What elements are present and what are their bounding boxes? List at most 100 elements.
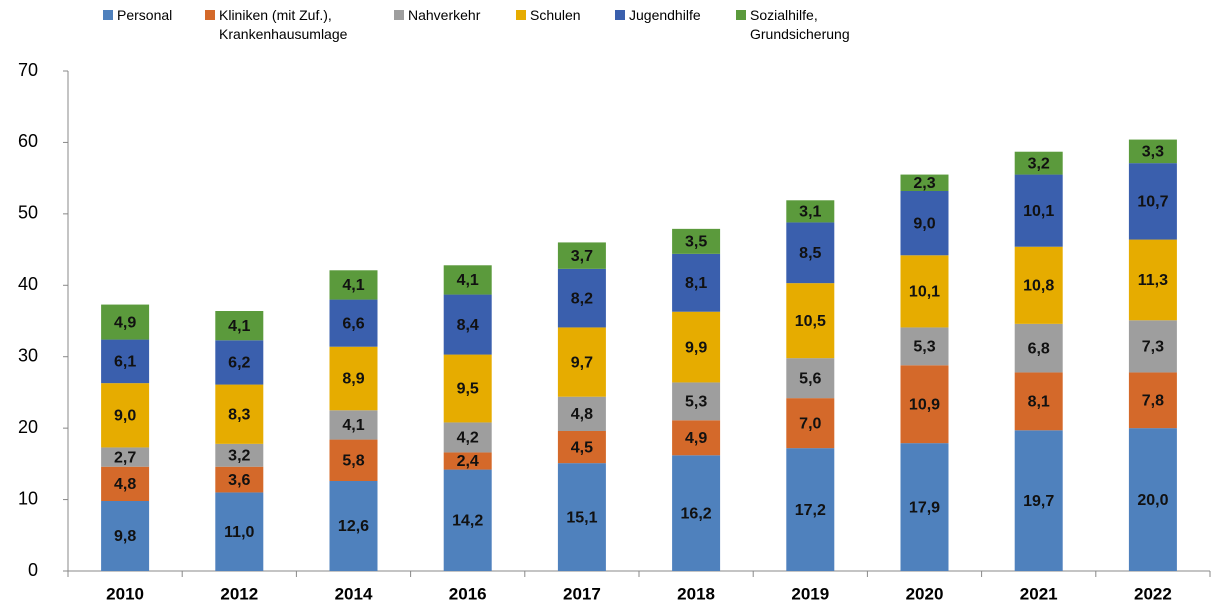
legend-label: Sozialhilfe, Grundsicherung: [750, 7, 850, 42]
legend-label: Jugendhilfe: [629, 7, 701, 23]
bar-segment: [215, 466, 264, 493]
x-tick-label: 2022: [1134, 584, 1172, 603]
value-label: 3,1: [799, 204, 821, 221]
bar-segment: [786, 200, 835, 223]
bar-segment: [329, 481, 378, 571]
value-label: 11,3: [1138, 272, 1168, 289]
value-label: 3,3: [1142, 144, 1164, 161]
value-label: 9,8: [114, 528, 136, 545]
bar-segment: [557, 242, 606, 269]
bar-segment: [557, 268, 606, 328]
value-label: 10,5: [795, 313, 826, 330]
bar-segment: [443, 469, 492, 571]
bar-segment: [900, 365, 949, 444]
value-label: 4,9: [685, 430, 707, 447]
bar-segment: [101, 383, 150, 448]
value-label: 14,2: [452, 513, 483, 530]
value-label: 3,5: [685, 234, 707, 251]
bar-segment: [557, 431, 606, 464]
value-label: 9,0: [913, 215, 935, 232]
value-label: 10,1: [909, 284, 940, 301]
x-tick-label: 2018: [677, 584, 715, 603]
value-label: 17,2: [795, 502, 826, 519]
legend-item: Nahverkehr: [394, 6, 504, 25]
bar-segment: [443, 354, 492, 423]
value-label: 4,9: [114, 314, 136, 331]
value-label: 20,0: [1137, 492, 1168, 509]
bar-segment: [1128, 428, 1177, 571]
legend-item: Personal: [103, 6, 203, 25]
legend-swatch: [394, 10, 404, 20]
x-tick-label: 2017: [563, 584, 601, 603]
bar-segment: [786, 222, 835, 284]
y-tick-label: 20: [18, 417, 38, 437]
bar-segment: [672, 420, 721, 456]
bar-segment: [443, 294, 492, 355]
value-label: 4,1: [228, 318, 250, 335]
value-label: 4,1: [342, 277, 364, 294]
x-tick-label: 2021: [1020, 584, 1058, 603]
value-label: 6,2: [228, 355, 250, 372]
value-label: 4,8: [571, 406, 593, 423]
value-label: 15,1: [566, 509, 597, 526]
bar-segment: [900, 327, 949, 366]
value-label: 5,3: [685, 394, 707, 411]
value-label: 4,1: [457, 272, 479, 289]
bar-segment: [786, 448, 835, 571]
value-label: 5,3: [913, 339, 935, 356]
bar-segment: [786, 398, 835, 449]
bar-segment: [900, 255, 949, 328]
bar-segment: [672, 228, 721, 254]
legend-item: Kliniken (mit Zuf.), Krankenhausumlage: [205, 6, 355, 44]
bar-segment: [1128, 372, 1177, 429]
y-tick-label: 60: [18, 131, 38, 151]
bar-segment: [329, 439, 378, 481]
value-label: 6,8: [1028, 340, 1050, 357]
legend-swatch: [205, 10, 215, 20]
value-label: 4,1: [342, 417, 364, 434]
bar-segment: [101, 339, 150, 384]
legend-item: Schulen: [516, 6, 606, 25]
bar-segment: [329, 299, 378, 347]
legend-label: Nahverkehr: [408, 7, 481, 23]
bar-segment: [215, 340, 264, 385]
y-tick-label: 10: [18, 488, 38, 508]
value-label: 6,1: [114, 354, 136, 371]
bar-segment: [900, 191, 949, 256]
value-label: 5,8: [342, 453, 364, 470]
value-label: 19,7: [1023, 493, 1054, 510]
bar-segment: [672, 382, 721, 421]
x-tick-label: 2016: [449, 584, 487, 603]
value-label: 4,8: [114, 476, 136, 493]
value-label: 3,2: [1028, 155, 1050, 172]
bar-segment: [329, 270, 378, 300]
y-tick-label: 50: [18, 203, 38, 223]
bar-segment: [672, 455, 721, 571]
x-tick-label: 2012: [220, 584, 258, 603]
legend-label: Personal: [117, 7, 173, 23]
bar-segment: [101, 447, 150, 467]
bar-segment: [329, 346, 378, 411]
bar-segment: [900, 443, 949, 571]
value-label: 11,0: [224, 524, 254, 541]
bar-segment: [672, 311, 721, 383]
x-tick-label: 2019: [791, 584, 829, 603]
value-label: 2,3: [913, 175, 935, 192]
bar-segment: [900, 174, 949, 191]
bar-segment: [1128, 239, 1177, 321]
legend-item: Jugendhilfe: [615, 6, 725, 25]
bar-segment: [1128, 163, 1177, 240]
bar-segment: [786, 283, 835, 359]
legend-label: Schulen: [530, 7, 581, 23]
value-label: 7,0: [799, 415, 821, 432]
bar-segment: [329, 410, 378, 440]
value-label: 3,2: [228, 448, 250, 465]
bar-segment: [443, 422, 492, 453]
bar-segment: [101, 466, 150, 501]
value-label: 9,0: [114, 408, 136, 425]
bar-segment: [1128, 320, 1177, 373]
bar-segment: [557, 327, 606, 397]
bar-segment: [1014, 174, 1063, 247]
x-tick-label: 2020: [906, 584, 944, 603]
